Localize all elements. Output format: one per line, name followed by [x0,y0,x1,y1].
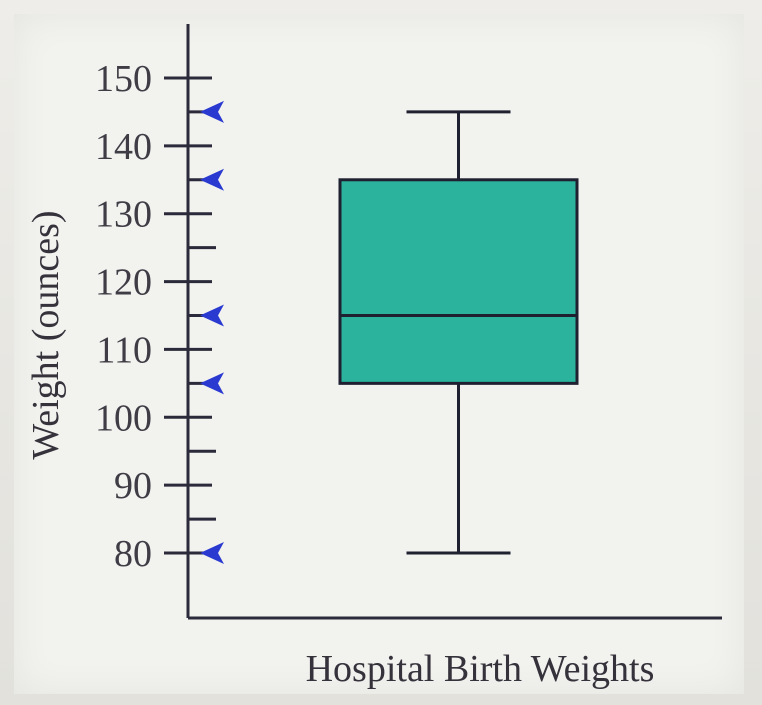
y-tick-label-120: 120 [95,262,152,304]
y-tick-label-100: 100 [95,397,152,439]
iqr-box [338,178,579,385]
value-marker-145 [200,100,224,123]
y-tick-label-90: 90 [114,465,152,507]
y-tick-label-110: 110 [96,329,152,371]
value-marker-115 [200,304,224,327]
value-marker-135 [200,168,224,191]
y-tick-label-130: 130 [95,194,152,236]
y-axis-title: Weight (ounces) [25,210,67,459]
y-tick-label-140: 140 [95,126,152,168]
y-tick-label-150: 150 [95,58,152,100]
x-axis-title: Hospital Birth Weights [306,648,655,690]
value-marker-105 [200,372,224,395]
value-marker-80 [200,542,224,564]
y-tick-label-80: 80 [114,533,152,575]
